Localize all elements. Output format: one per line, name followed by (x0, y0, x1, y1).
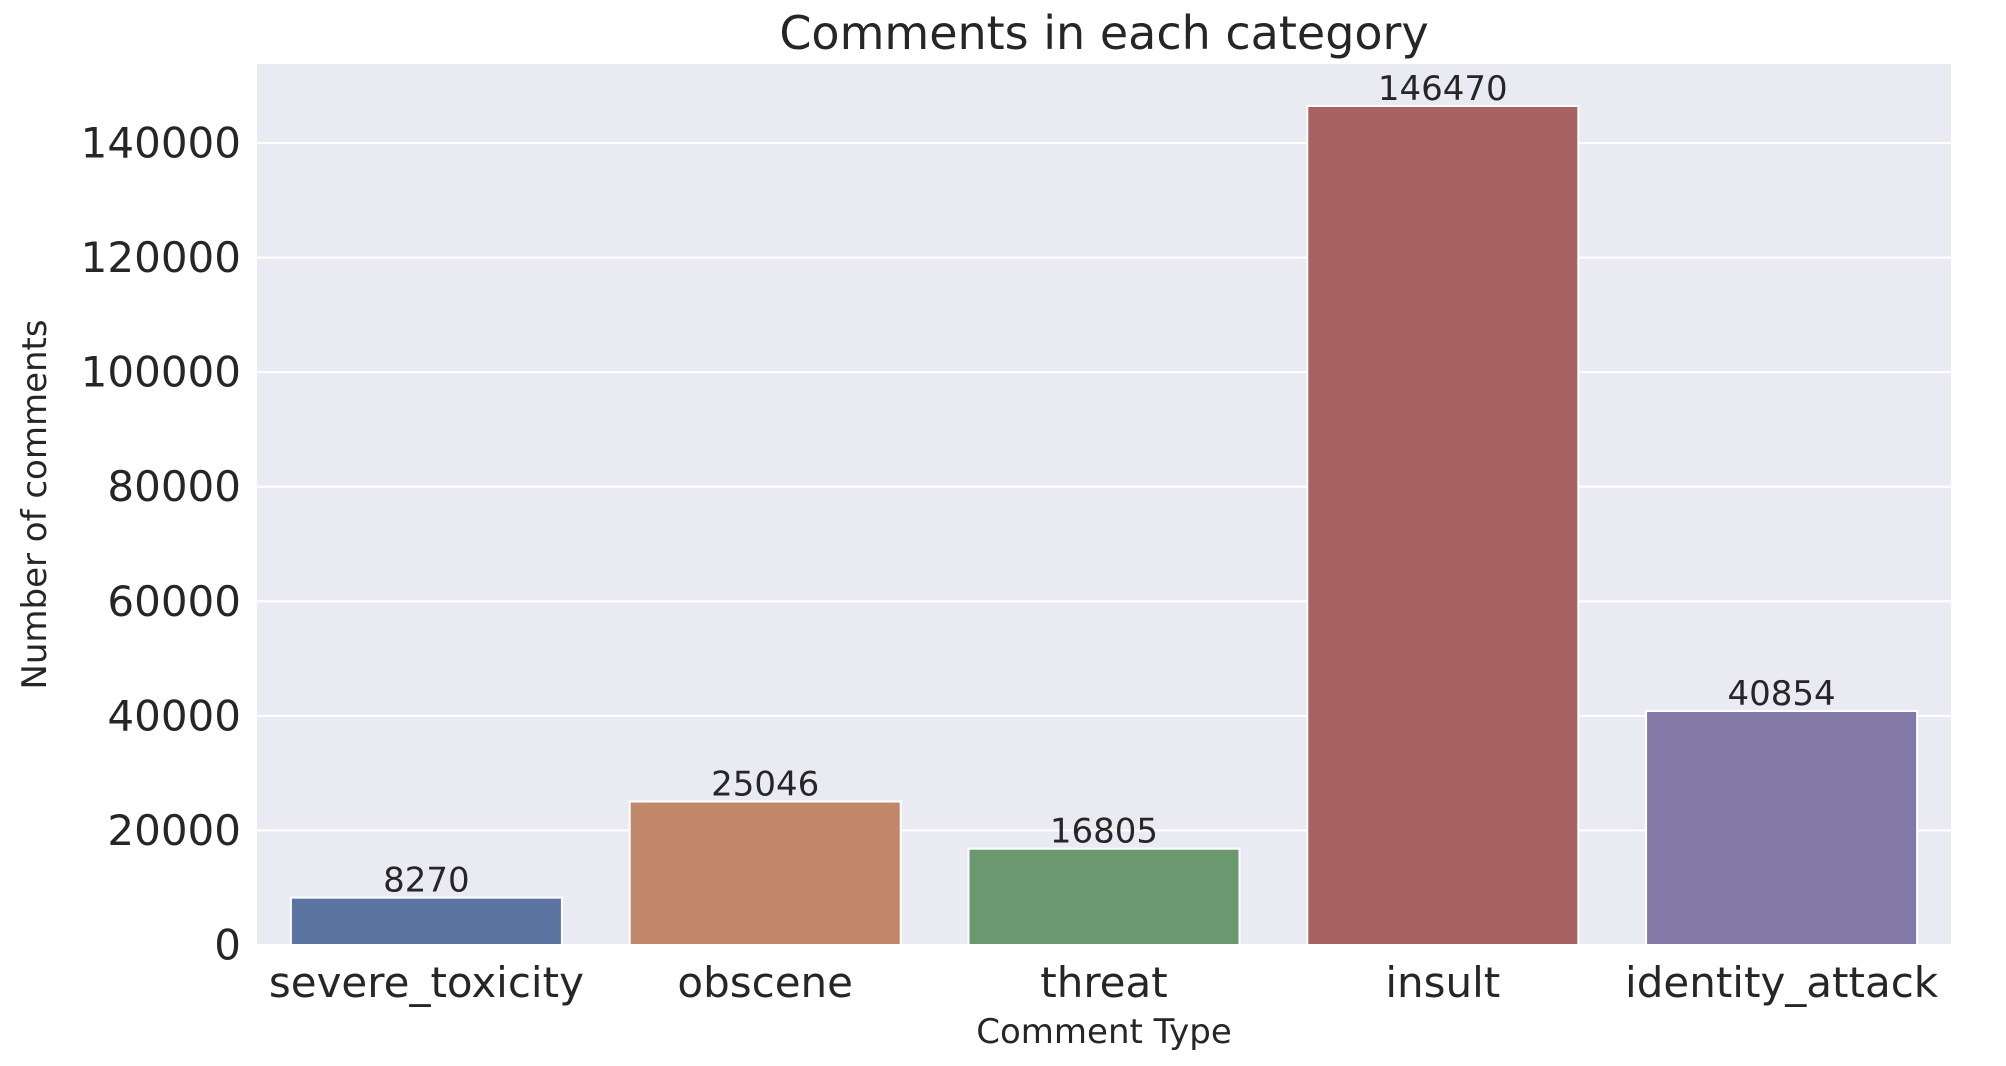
y-tick-label: 80000 (107, 462, 241, 511)
x-tick-label: threat (1040, 958, 1167, 1007)
bar-identity-attack (1645, 709, 1919, 946)
y-tick-label: 140000 (81, 119, 241, 168)
x-tick-label: obscene (677, 958, 853, 1007)
data-label: 25046 (711, 765, 819, 805)
x-tick-label: severe_toxicity (269, 958, 584, 1007)
x-axis-ticks: severe_toxicity obscene threat insult identi… (269, 958, 1939, 1007)
data-labels: 8270 25046 16805 146470 40854 (383, 69, 1836, 901)
x-tick-label: identity_attack (1625, 958, 1939, 1007)
bar-severe-toxicity (289, 896, 563, 946)
y-tick-label: 60000 (107, 577, 241, 626)
x-tick-label: insult (1385, 958, 1500, 1007)
data-label: 40854 (1728, 674, 1836, 714)
y-axis-ticks: 0 20000 40000 60000 80000 100000 120000 140000 (81, 119, 241, 970)
bar-threat (967, 847, 1241, 947)
data-label: 146470 (1378, 69, 1508, 109)
y-tick-label: 0 (214, 921, 241, 970)
y-axis-label: Number of comments (15, 319, 55, 689)
data-label: 16805 (1050, 812, 1158, 852)
bar-obscene (628, 800, 902, 947)
x-axis-label: Comment Type (976, 1012, 1231, 1052)
bars (289, 104, 1919, 947)
bar-insult (1306, 104, 1580, 946)
data-label: 8270 (383, 861, 470, 901)
y-tick-label: 100000 (81, 348, 241, 397)
y-tick-label: 20000 (107, 806, 241, 855)
y-tick-label: 120000 (81, 233, 241, 282)
y-tick-label: 40000 (107, 691, 241, 740)
chart-title: Comments in each category (779, 6, 1428, 60)
